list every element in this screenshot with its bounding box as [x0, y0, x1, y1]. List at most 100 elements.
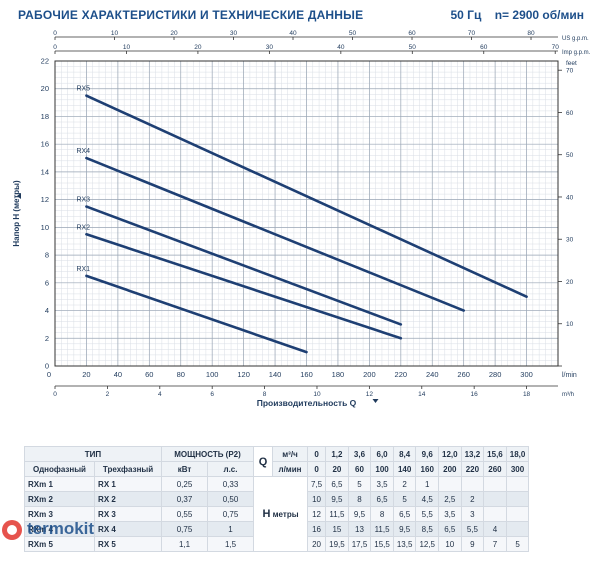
h-value: 4,5	[415, 491, 440, 507]
imp-gpm-tick-label: 60	[480, 44, 488, 51]
lmin-8: 260	[483, 461, 507, 477]
m3h-tick-label: 0	[53, 391, 57, 398]
x-unit-label: l/min	[562, 372, 577, 379]
h-value: 16	[306, 521, 327, 537]
h-value	[483, 506, 507, 522]
m3h-9: 18,0	[505, 446, 530, 462]
h-value: 9	[460, 536, 485, 552]
lmin-5: 160	[415, 461, 440, 477]
q-header: Q	[253, 446, 273, 477]
chart-header: РАБОЧИЕ ХАРАКТЕРИСТИКИ И ТЕХНИЧЕСКИЕ ДАН…	[18, 8, 584, 26]
m3h-tick-label: 4	[158, 391, 162, 398]
imp-gpm-tick-label: 50	[409, 44, 417, 51]
h-value: 13,5	[392, 536, 417, 552]
us-gpm-tick-label: 60	[408, 30, 416, 37]
h-value: 6,5	[392, 506, 417, 522]
h-value: 2,5	[438, 491, 462, 507]
h-value: 15,5	[370, 536, 394, 552]
single-phase-header: Однофазный	[23, 461, 96, 477]
feet-tick-label: 20	[566, 279, 574, 286]
series-line-rx3	[85, 205, 403, 326]
m3h-tick-label: 6	[210, 391, 214, 398]
row-hp: 1,5	[207, 536, 254, 552]
watermark-text: termokit	[27, 519, 95, 538]
h-value: 20	[306, 536, 327, 552]
h-value: 5	[505, 536, 530, 552]
x-tick-label: 160	[300, 370, 313, 379]
row-three: RX 2	[94, 491, 162, 507]
h-value: 8	[370, 506, 394, 522]
m3h-3: 6,0	[370, 446, 394, 462]
us-gpm-tick-label: 20	[170, 30, 178, 37]
us-gpm-tick-label: 70	[468, 30, 476, 37]
lmin-9: 300	[505, 461, 530, 477]
row-three: RX 4	[94, 521, 162, 537]
m3h-4: 8,4	[392, 446, 417, 462]
row-single: RXm 1	[23, 476, 96, 492]
row-single: RXm 5	[23, 536, 96, 552]
h-value: 17,5	[347, 536, 372, 552]
table-header-row-2: Однофазный Трехфазный кВт л.с. л/мин 0 2…	[23, 461, 530, 477]
m3h-7: 13,2	[460, 446, 485, 462]
h-value: 11,5	[370, 521, 394, 537]
h-value	[505, 506, 530, 522]
us-gpm-tick-label: 40	[289, 30, 297, 37]
chart-specs: 50 Гц n= 2900 об/мин	[441, 8, 585, 22]
three-phase-header: Трехфазный	[94, 461, 162, 477]
watermark-mark-icon	[2, 520, 22, 540]
row-hp: 0,50	[207, 491, 254, 507]
frequency-label: 50 Гц	[450, 8, 482, 22]
y-tick-label: 0	[45, 362, 49, 371]
series-label-rx2: RX2	[76, 224, 90, 231]
h-value: 19,5	[325, 536, 349, 552]
h-value: 9,5	[392, 521, 417, 537]
tech-data-table: ТИП МОЩНОСТЬ (P2) Q м³/ч 0 1,2 3,6 6,0 8…	[23, 446, 530, 552]
m3h-tick-label: 14	[418, 391, 426, 398]
y-tick-label: 6	[45, 278, 49, 287]
row-hp: 0,75	[207, 506, 254, 522]
power-header: МОЩНОСТЬ (P2)	[161, 446, 254, 462]
x-tick-label: 140	[269, 370, 282, 379]
row-hp: 1	[207, 521, 254, 537]
lmin-2: 60	[347, 461, 372, 477]
us-gpm-tick-label: 0	[53, 30, 57, 37]
y-tick-label: 4	[45, 306, 49, 315]
x-tick-label: 40	[114, 370, 122, 379]
x-tick-label: 60	[145, 370, 153, 379]
feet-tick-label: 50	[566, 152, 574, 159]
x-tick-label: 300	[520, 370, 533, 379]
feet-tick-label: 10	[566, 321, 574, 328]
h-value	[483, 491, 507, 507]
row-three: RX 3	[94, 506, 162, 522]
h-value	[460, 476, 485, 492]
speed-label: n= 2900 об/мин	[494, 8, 584, 22]
h-value: 3	[460, 506, 485, 522]
h-label: H	[262, 508, 271, 520]
h-value: 9,5	[347, 506, 372, 522]
table-row: RXm 5 RX 5 1,1 1,5 20 19,5 17,5 15,5 13,…	[23, 536, 530, 552]
y-tick-label: 22	[41, 57, 49, 66]
m3h-tick-label: 10	[313, 391, 321, 398]
h-value: 7,5	[306, 476, 327, 492]
h-value: 10	[306, 491, 327, 507]
imp-gpm-tick-label: 30	[266, 44, 274, 51]
x-tick-label: 180	[332, 370, 345, 379]
series-line-rx1	[85, 274, 308, 354]
x-axis-title: Производительность Q	[257, 398, 357, 408]
h-value: 6,5	[438, 521, 462, 537]
y-axis-title: Напор H (метры)	[12, 180, 21, 247]
feet-tick-label: 30	[566, 237, 574, 244]
row-three: RX 5	[94, 536, 162, 552]
h-value: 1	[415, 476, 440, 492]
x-tick-label: 0	[47, 370, 51, 379]
feet-tick-label: 40	[566, 194, 574, 201]
m3h-6: 12,0	[438, 446, 462, 462]
y-tick-label: 20	[41, 84, 49, 93]
table-header-row-1: ТИП МОЩНОСТЬ (P2) Q м³/ч 0 1,2 3,6 6,0 8…	[24, 446, 530, 477]
h-label-cell: H метры	[253, 476, 308, 552]
y-tick-label: 16	[41, 140, 49, 149]
table-row: RXm 4 RX 4 0,75 1 16 15 13 11,5 9,5 8,5 …	[23, 521, 530, 537]
h-value: 4	[483, 521, 507, 537]
h-value: 12,5	[415, 536, 440, 552]
